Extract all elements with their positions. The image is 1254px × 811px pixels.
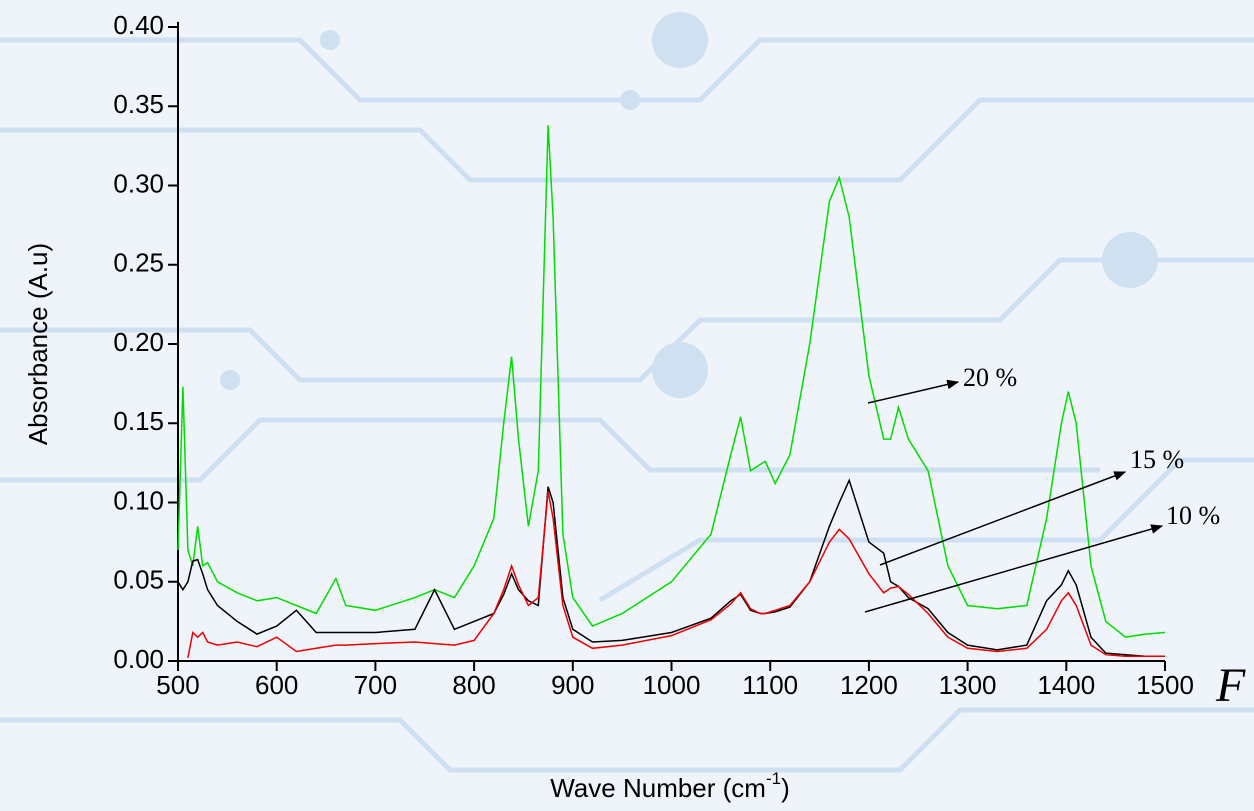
x-tick-label: 1000 [643,670,701,700]
y-tick-label: 0.25 [113,248,164,278]
x-axis-label-text: Wave Number (cm [550,773,766,803]
x-tick-label: 1400 [1037,670,1095,700]
x-tick-label: 800 [452,670,495,700]
x-tick-label: 1300 [939,670,997,700]
x-tick-label: 900 [551,670,594,700]
x-tick-label: 1200 [840,670,898,700]
y-tick-label: 0.35 [113,89,164,119]
y-tick-label: 0.15 [113,406,164,436]
y-tick-label: 0.10 [113,485,164,515]
x-tick-label: 700 [354,670,397,700]
legend-label: 10 % [1166,501,1220,530]
x-axis-label-sup: -1 [766,769,781,788]
x-tick-label: 1500 [1136,670,1194,700]
x-tick-label: 1100 [742,670,798,700]
x-axis-label-end: ) [781,773,790,803]
y-tick-label: 0.30 [113,168,164,198]
x-axis-label: Wave Number (cm-1) [550,769,790,802]
legend-label: 20 % [963,363,1017,392]
y-tick-label: 0.40 [113,10,164,40]
x-tick-label: 500 [156,670,199,700]
y-axis-label: Absorbance (A.u) [23,243,53,445]
annotation: F [1215,659,1246,712]
x-tick-label: 600 [255,670,298,700]
y-tick-label: 0.05 [113,565,164,595]
y-tick-label: 0.20 [113,327,164,357]
legend-label: 15 % [1130,445,1184,474]
chart: 0.000.050.100.150.200.250.300.350.405006… [0,0,1254,811]
